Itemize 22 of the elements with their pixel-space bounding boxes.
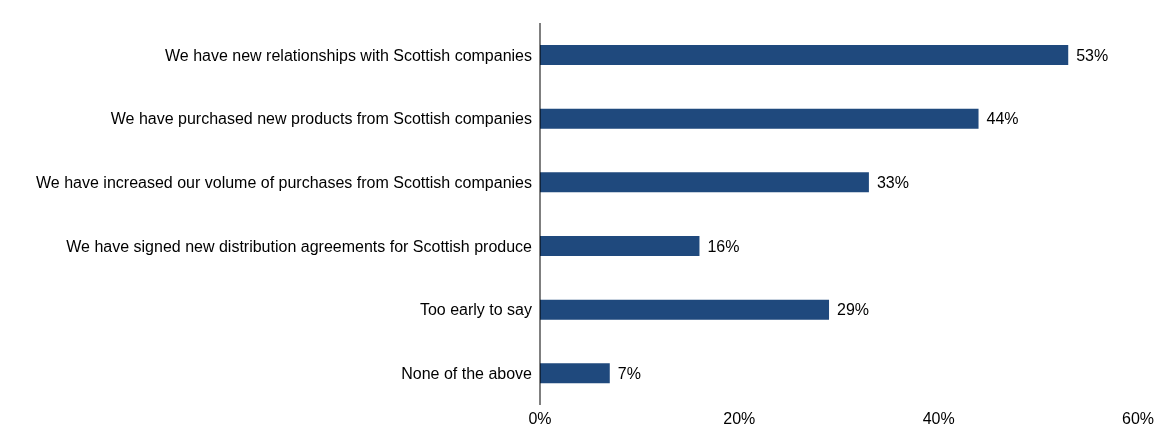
data-label: 33%: [876, 173, 909, 191]
x-tick-label: 20%: [723, 410, 756, 428]
y-tick-label: We have signed new distribution agreements for Scottish produce: [66, 237, 533, 255]
data-label: 7%: [617, 364, 641, 382]
data-label: 29%: [837, 301, 870, 319]
y-tick-label: None of the above: [401, 364, 533, 382]
y-tick-label: Too early to say: [419, 301, 532, 319]
x-tick-label: 60%: [1121, 410, 1155, 428]
data-label: 53%: [1076, 46, 1109, 64]
data-label: 44%: [986, 110, 1019, 128]
bar: [540, 299, 830, 320]
bar: [540, 236, 700, 256]
bar: [540, 363, 610, 384]
y-tick-label: We have purchased new products from Scottish companies: [110, 110, 532, 128]
x-tick-label: 0%: [528, 410, 552, 428]
x-tick-label: 40%: [922, 410, 955, 428]
bar: [540, 172, 869, 193]
y-tick-label: We have new relationships with Scottish companies: [165, 46, 532, 64]
data-label: 16%: [707, 237, 740, 255]
y-tick-label: We have increased our volume of purchases from Scottish companies: [36, 173, 532, 191]
bar: [540, 45, 1069, 65]
bar: [540, 108, 979, 129]
